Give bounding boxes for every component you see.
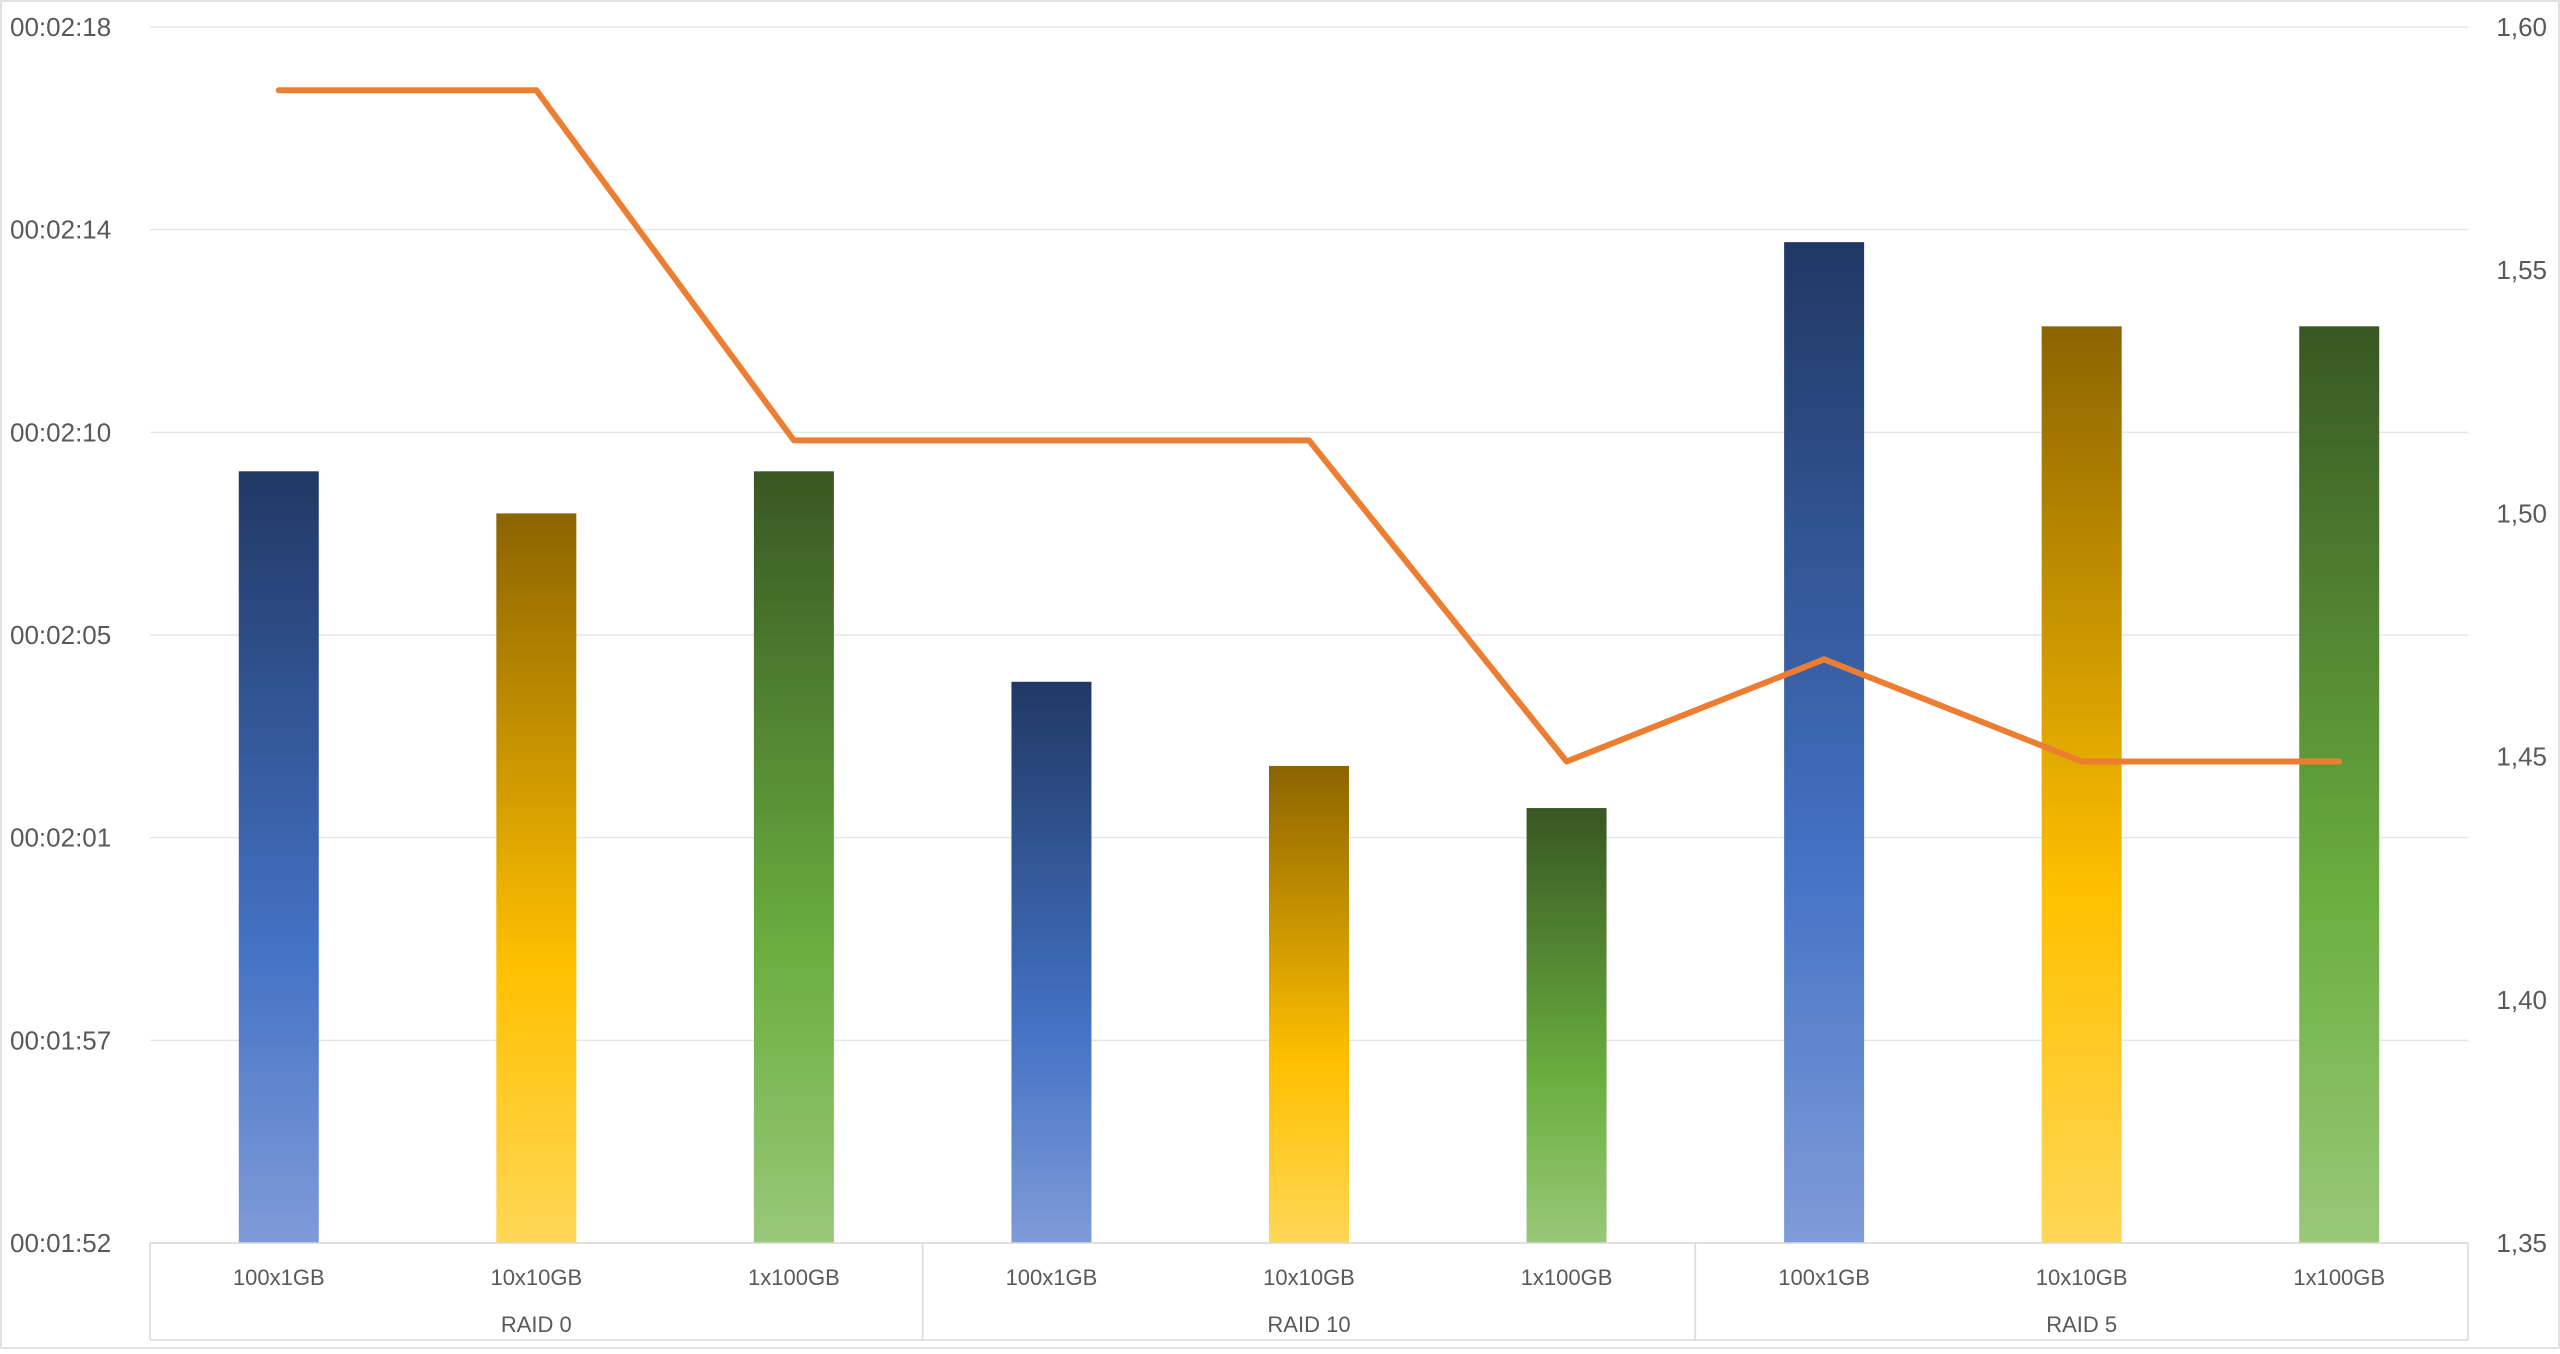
bar-9 xyxy=(2299,326,2379,1243)
left-tick-label: 00:02:10 xyxy=(10,417,111,447)
left-tick-label: 00:02:01 xyxy=(10,823,111,853)
category-label: 100x1GB xyxy=(1778,1265,1870,1290)
bar-4 xyxy=(1011,682,1091,1243)
left-tick-label: 00:01:57 xyxy=(10,1025,111,1055)
left-tick-label: 00:02:05 xyxy=(10,620,111,650)
category-label: 1x100GB xyxy=(748,1265,840,1290)
category-label: 10x10GB xyxy=(1263,1265,1355,1290)
bar-1 xyxy=(239,471,319,1243)
category-label: 100x1GB xyxy=(1006,1265,1098,1290)
right-tick-label: 1,45 xyxy=(2496,742,2547,772)
bar-3 xyxy=(754,471,834,1243)
right-axis: 1,35 1,40 1,45 1,50 1,55 1,60 xyxy=(2496,12,2547,1258)
category-label: 1x100GB xyxy=(2293,1265,2385,1290)
bar-7 xyxy=(1784,242,1864,1243)
right-tick-label: 1,50 xyxy=(2496,498,2547,528)
left-tick-label: 00:02:14 xyxy=(10,215,111,245)
line-layer xyxy=(279,90,2340,761)
category-axis: 100x1GB 10x10GB 1x100GB 100x1GB 10x10GB 1x100… xyxy=(150,1243,2468,1340)
right-tick-label: 1,55 xyxy=(2496,255,2547,285)
bar-2 xyxy=(496,513,576,1243)
category-label: 10x10GB xyxy=(2036,1265,2128,1290)
bar-8 xyxy=(2042,326,2122,1243)
bars-layer xyxy=(239,242,2379,1243)
category-label: 1x100GB xyxy=(1521,1265,1613,1290)
bar-6 xyxy=(1527,808,1607,1243)
right-tick-label: 1,60 xyxy=(2496,12,2547,42)
left-axis: 00:01:52 00:01:57 00:02:01 00:02:05 00:02:10… xyxy=(10,12,111,1258)
category-label: 100x1GB xyxy=(233,1265,325,1290)
left-tick-label: 00:01:52 xyxy=(10,1228,111,1258)
right-tick-label: 1,40 xyxy=(2496,985,2547,1015)
bar-5 xyxy=(1269,766,1349,1243)
line-series xyxy=(279,90,2339,761)
right-tick-label: 1,35 xyxy=(2496,1228,2547,1258)
group-label: RAID 5 xyxy=(2046,1312,2117,1337)
group-label: RAID 0 xyxy=(501,1312,572,1337)
group-label: RAID 10 xyxy=(1267,1312,1350,1337)
left-tick-label: 00:02:18 xyxy=(10,12,111,42)
category-label: 10x10GB xyxy=(490,1265,582,1290)
